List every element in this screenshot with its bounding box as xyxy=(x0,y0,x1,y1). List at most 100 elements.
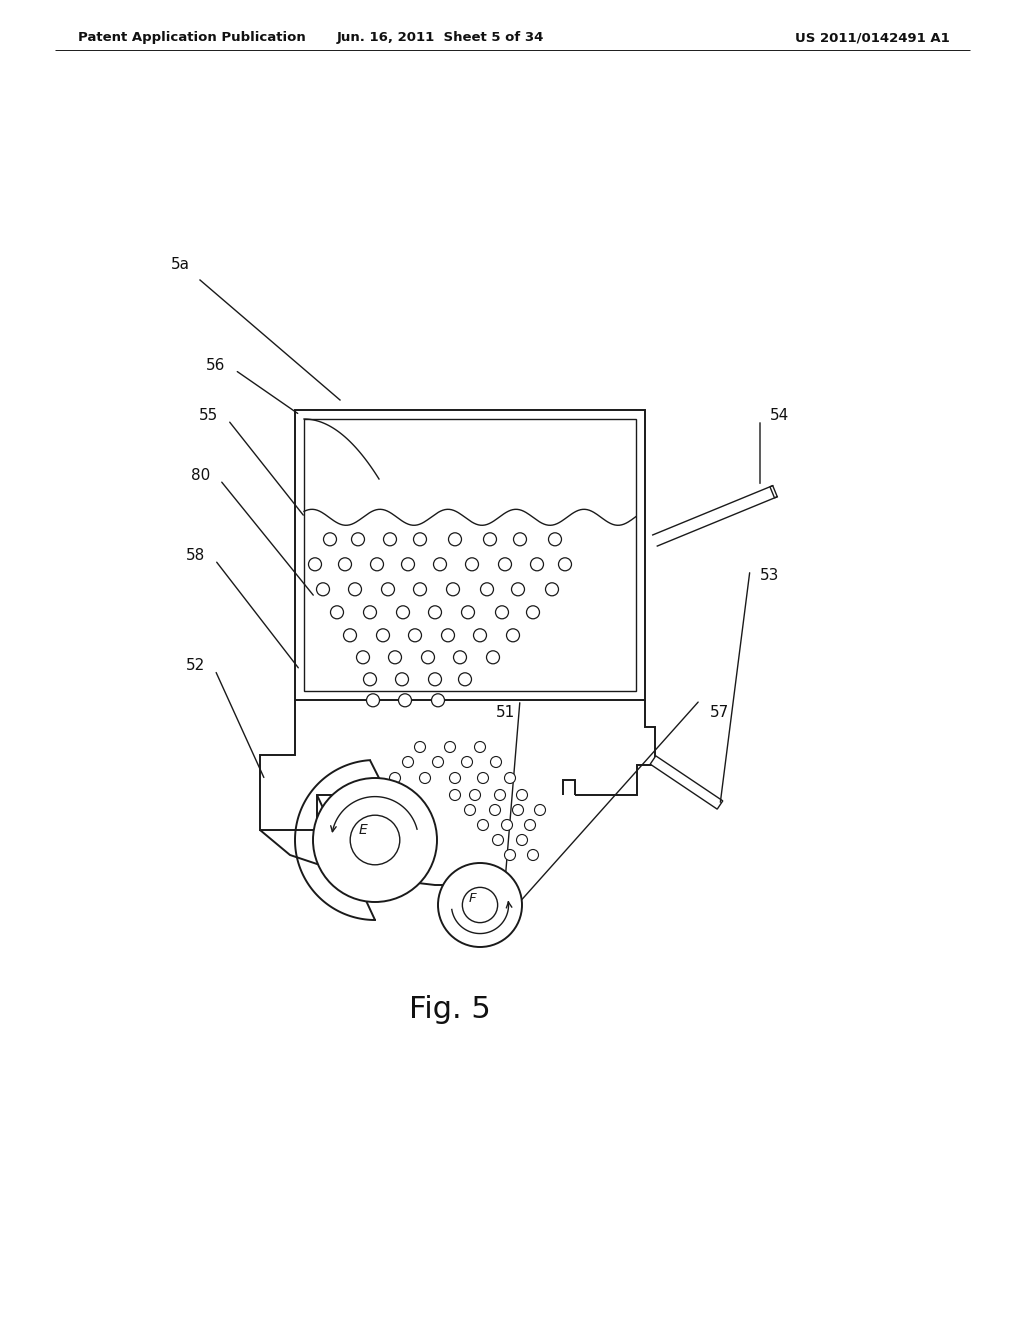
Circle shape xyxy=(396,606,410,619)
Circle shape xyxy=(343,628,356,642)
Circle shape xyxy=(384,533,396,545)
Circle shape xyxy=(507,628,519,642)
Circle shape xyxy=(409,628,422,642)
Circle shape xyxy=(377,628,389,642)
Circle shape xyxy=(428,673,441,686)
Circle shape xyxy=(432,756,443,767)
Circle shape xyxy=(486,651,500,664)
Circle shape xyxy=(477,820,488,830)
Circle shape xyxy=(459,673,471,686)
Text: 51: 51 xyxy=(496,705,515,719)
Circle shape xyxy=(449,533,462,545)
Text: 80: 80 xyxy=(190,467,210,483)
Text: 52: 52 xyxy=(185,657,205,672)
Circle shape xyxy=(462,756,472,767)
Bar xyxy=(304,418,636,690)
Circle shape xyxy=(495,789,506,800)
Text: 55: 55 xyxy=(199,408,218,422)
Circle shape xyxy=(444,742,456,752)
Circle shape xyxy=(454,651,467,664)
Circle shape xyxy=(505,850,515,861)
Circle shape xyxy=(414,583,427,595)
Circle shape xyxy=(469,789,480,800)
Text: 56: 56 xyxy=(206,358,225,372)
Circle shape xyxy=(512,583,524,595)
Text: 5a: 5a xyxy=(171,257,190,272)
Text: 53: 53 xyxy=(760,568,779,582)
Text: Patent Application Publication: Patent Application Publication xyxy=(78,32,306,45)
Circle shape xyxy=(433,558,446,570)
Circle shape xyxy=(473,628,486,642)
Circle shape xyxy=(364,673,377,686)
Circle shape xyxy=(348,583,361,595)
Circle shape xyxy=(382,583,394,595)
Circle shape xyxy=(502,820,512,830)
Circle shape xyxy=(398,694,412,706)
Circle shape xyxy=(308,558,322,570)
Circle shape xyxy=(477,772,488,784)
Text: Jun. 16, 2011  Sheet 5 of 34: Jun. 16, 2011 Sheet 5 of 34 xyxy=(336,32,544,45)
Circle shape xyxy=(489,804,501,816)
Circle shape xyxy=(527,850,539,861)
Circle shape xyxy=(483,533,497,545)
Circle shape xyxy=(351,533,365,545)
Circle shape xyxy=(313,777,437,902)
Circle shape xyxy=(356,651,370,664)
Circle shape xyxy=(526,606,540,619)
Circle shape xyxy=(395,673,409,686)
Circle shape xyxy=(367,694,380,706)
Circle shape xyxy=(466,558,478,570)
Circle shape xyxy=(462,606,474,619)
Circle shape xyxy=(474,742,485,752)
Polygon shape xyxy=(650,756,723,809)
Text: Fig. 5: Fig. 5 xyxy=(410,995,490,1024)
Circle shape xyxy=(505,772,515,784)
Circle shape xyxy=(331,606,343,619)
Circle shape xyxy=(415,742,426,752)
Circle shape xyxy=(316,583,330,595)
Circle shape xyxy=(535,804,546,816)
Circle shape xyxy=(371,558,384,570)
Circle shape xyxy=(428,606,441,619)
Circle shape xyxy=(499,558,512,570)
Circle shape xyxy=(450,789,461,800)
Circle shape xyxy=(422,651,434,664)
Circle shape xyxy=(463,887,498,923)
Text: F: F xyxy=(468,892,476,906)
Circle shape xyxy=(388,651,401,664)
Circle shape xyxy=(324,533,337,545)
Circle shape xyxy=(389,772,400,784)
Bar xyxy=(295,411,645,700)
Circle shape xyxy=(450,772,461,784)
Circle shape xyxy=(414,533,427,545)
Circle shape xyxy=(420,772,430,784)
Circle shape xyxy=(513,533,526,545)
Circle shape xyxy=(493,834,504,846)
Circle shape xyxy=(512,804,523,816)
Circle shape xyxy=(402,756,414,767)
Circle shape xyxy=(496,606,509,619)
Circle shape xyxy=(441,628,455,642)
Circle shape xyxy=(438,863,522,946)
Text: 58: 58 xyxy=(185,548,205,562)
Text: 57: 57 xyxy=(710,705,729,719)
Circle shape xyxy=(465,804,475,816)
Text: 54: 54 xyxy=(770,408,790,422)
Polygon shape xyxy=(770,486,777,498)
Circle shape xyxy=(530,558,544,570)
Circle shape xyxy=(364,606,377,619)
Text: US 2011/0142491 A1: US 2011/0142491 A1 xyxy=(796,32,950,45)
Text: E: E xyxy=(358,822,368,837)
Circle shape xyxy=(516,789,527,800)
Circle shape xyxy=(549,533,561,545)
Circle shape xyxy=(546,583,558,595)
Circle shape xyxy=(350,816,399,865)
Circle shape xyxy=(431,694,444,706)
Circle shape xyxy=(446,583,460,595)
Circle shape xyxy=(480,583,494,595)
Circle shape xyxy=(339,558,351,570)
Circle shape xyxy=(516,834,527,846)
Circle shape xyxy=(490,756,502,767)
Circle shape xyxy=(401,558,415,570)
Circle shape xyxy=(524,820,536,830)
